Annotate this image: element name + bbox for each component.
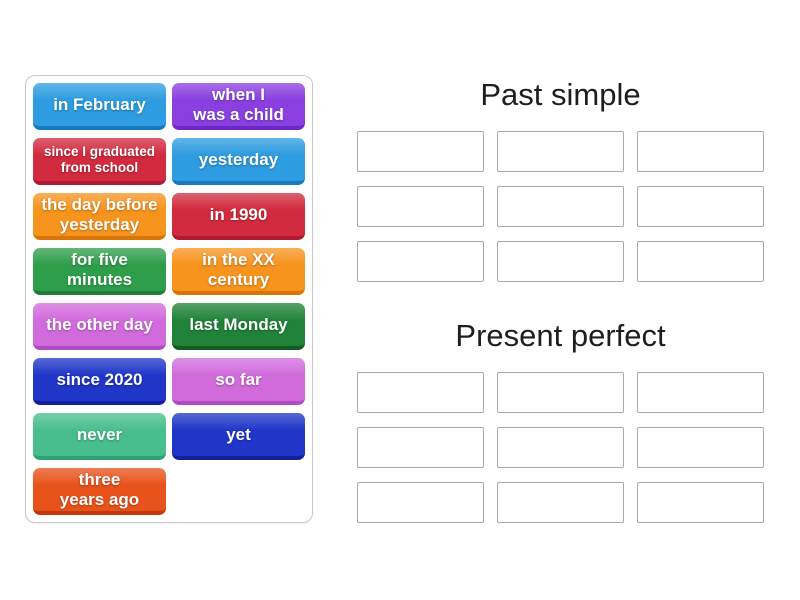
drop-slot[interactable] xyxy=(497,186,624,227)
category-title-past-simple: Past simple xyxy=(480,77,641,112)
drop-slot[interactable] xyxy=(637,186,764,227)
word-tile[interactable]: when I was a child xyxy=(172,83,305,130)
word-bank-panel: in February when I was a child since I gra… xyxy=(25,75,313,523)
drop-slot[interactable] xyxy=(357,186,484,227)
word-tile[interactable]: never xyxy=(33,413,166,460)
word-tile[interactable]: the day before yesterday xyxy=(33,193,166,240)
drop-zone-past-simple xyxy=(357,131,764,282)
drop-slot[interactable] xyxy=(637,241,764,282)
drop-slot[interactable] xyxy=(637,482,764,523)
drop-slot[interactable] xyxy=(357,372,484,413)
drop-slot[interactable] xyxy=(357,241,484,282)
word-tile[interactable]: yesterday xyxy=(172,138,305,185)
word-tile[interactable]: yet xyxy=(172,413,305,460)
drop-slot[interactable] xyxy=(497,427,624,468)
category-title-present-perfect: Present perfect xyxy=(455,318,666,353)
drop-slot[interactable] xyxy=(357,131,484,172)
drop-slot[interactable] xyxy=(357,482,484,523)
drop-slot[interactable] xyxy=(637,427,764,468)
drop-slot[interactable] xyxy=(497,241,624,282)
word-tile[interactable]: in the XX century xyxy=(172,248,305,295)
word-tile[interactable]: last Monday xyxy=(172,303,305,350)
word-tile[interactable]: since 2020 xyxy=(33,358,166,405)
drop-zone-present-perfect xyxy=(357,372,764,523)
word-tile[interactable]: for five minutes xyxy=(33,248,166,295)
drop-slot[interactable] xyxy=(637,372,764,413)
word-tile[interactable]: three years ago xyxy=(33,468,166,515)
word-tile[interactable]: so far xyxy=(172,358,305,405)
drop-slot[interactable] xyxy=(637,131,764,172)
word-tile[interactable]: in February xyxy=(33,83,166,130)
drop-slot[interactable] xyxy=(357,427,484,468)
drop-slot[interactable] xyxy=(497,131,624,172)
drop-slot[interactable] xyxy=(497,372,624,413)
drop-slot[interactable] xyxy=(497,482,624,523)
word-tile[interactable]: the other day xyxy=(33,303,166,350)
word-tile[interactable]: in 1990 xyxy=(172,193,305,240)
word-tile[interactable]: since I graduated from school xyxy=(33,138,166,185)
